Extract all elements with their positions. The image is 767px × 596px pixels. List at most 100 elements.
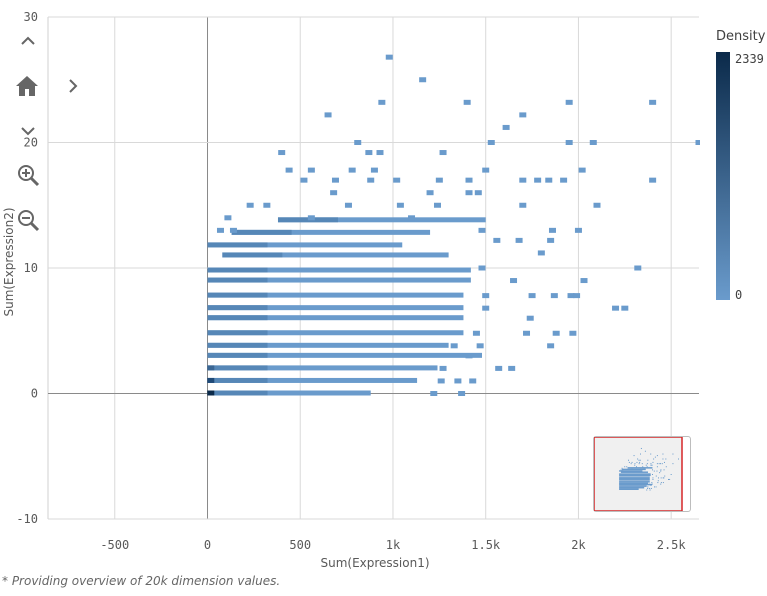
minimap-overview	[593, 436, 683, 512]
density-band-core	[207, 305, 268, 311]
zoom-out-button[interactable]	[15, 207, 41, 233]
data-point	[482, 305, 490, 311]
data-point	[458, 391, 466, 396]
data-point	[393, 177, 401, 183]
footnote: * Providing overview of 20k dimension va…	[2, 574, 281, 588]
minimap-point	[626, 466, 628, 468]
y-tick-label: 0	[31, 387, 38, 401]
density-band-core	[207, 390, 268, 396]
data-point	[437, 378, 445, 384]
y-axis-label: Sum(Expression2)	[2, 207, 16, 316]
density-band-core	[207, 330, 268, 336]
minimap-point	[634, 464, 636, 466]
data-point	[224, 215, 232, 221]
density-band	[277, 217, 486, 223]
dense-point	[207, 390, 215, 396]
legend-max-label: 2339	[735, 52, 764, 66]
data-point	[502, 124, 510, 130]
zoom-in-button[interactable]	[15, 162, 41, 188]
minimap-point	[655, 486, 657, 488]
minimap-point	[640, 447, 642, 449]
minimap-point	[641, 463, 643, 465]
minimap-point	[658, 463, 660, 465]
data-point	[621, 305, 629, 311]
data-point	[307, 215, 315, 221]
data-point	[324, 112, 332, 118]
y-axis-ticks: -10 0 10 20 30	[16, 10, 38, 526]
density-band	[207, 352, 482, 358]
data-point	[482, 293, 490, 299]
minimap-point	[672, 463, 674, 465]
minimap-point	[654, 486, 655, 488]
data-point	[519, 177, 527, 183]
data-point	[450, 343, 458, 349]
data-point	[454, 378, 462, 384]
minimap-point	[661, 463, 663, 465]
data-point	[465, 190, 473, 196]
x-tick-label: 0	[204, 538, 211, 552]
minimap-point	[659, 472, 661, 474]
data-point	[365, 150, 373, 156]
data-point	[482, 167, 490, 173]
dense-point	[207, 377, 215, 383]
home-icon	[16, 76, 38, 96]
minimap-point	[638, 463, 640, 465]
chevron-down-icon	[21, 127, 35, 136]
pan-right-button[interactable]	[60, 73, 86, 99]
minimap-point	[634, 463, 636, 465]
minimap-band	[619, 482, 648, 485]
data-point	[649, 99, 657, 105]
data-point	[278, 150, 286, 156]
data-point	[216, 227, 224, 233]
x-axis-label: Sum(Expression1)	[320, 556, 429, 570]
data-point	[560, 177, 568, 183]
density-band-core	[207, 292, 268, 298]
density-band	[207, 377, 418, 383]
data-point	[528, 293, 536, 299]
data-point	[331, 177, 339, 183]
pan-up-button[interactable]	[15, 28, 41, 54]
data-point	[419, 77, 427, 83]
data-point	[523, 330, 531, 336]
data-point	[612, 305, 620, 311]
data-point	[478, 265, 486, 271]
minimap-point	[650, 484, 652, 486]
minimap-point	[655, 475, 657, 477]
minimap-point	[657, 480, 659, 482]
minimap-point	[644, 450, 646, 452]
minimap-point	[660, 469, 662, 471]
minimap-point	[620, 469, 622, 471]
data-point	[547, 237, 555, 243]
minimap-point	[663, 469, 665, 471]
data-point	[367, 177, 375, 183]
minimap-band	[619, 488, 639, 490]
pan-down-button[interactable]	[15, 118, 41, 144]
minimap-point	[652, 477, 654, 479]
data-point	[433, 202, 441, 208]
legend-color-bar	[716, 52, 730, 300]
minimap-point	[660, 463, 661, 465]
home-button[interactable]	[14, 73, 40, 99]
data-point	[476, 343, 484, 349]
minimap[interactable]	[593, 436, 691, 512]
data-point	[526, 315, 534, 321]
data-point	[435, 177, 443, 183]
minimap-point	[662, 453, 664, 455]
data-point	[465, 353, 473, 359]
minimap-point	[648, 483, 650, 485]
data-point	[565, 140, 573, 145]
minimap-point	[630, 463, 632, 465]
data-point	[472, 330, 480, 336]
data-point	[510, 278, 518, 284]
minimap-point	[662, 458, 664, 460]
density-band-core	[231, 229, 292, 235]
minimap-point	[658, 477, 659, 479]
minimap-point	[652, 474, 653, 475]
zoom-out-icon	[18, 210, 40, 232]
dense-point	[207, 365, 215, 371]
minimap-point	[660, 482, 662, 484]
density-band-core	[207, 352, 268, 358]
minimap-point	[642, 466, 644, 468]
minimap-point	[656, 455, 658, 457]
data-point	[469, 378, 477, 384]
